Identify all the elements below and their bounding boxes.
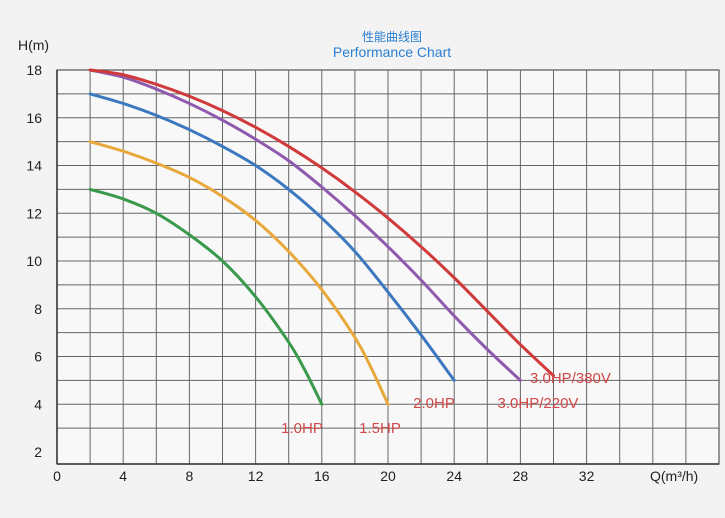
y-tick-label: 8: [34, 301, 42, 317]
y-tick-label: 14: [26, 158, 42, 174]
series-label-3-0hp-220v: 3.0HP/220V: [498, 395, 579, 412]
grid: [56, 69, 720, 465]
x-tick-label: 28: [513, 468, 529, 484]
y-tick-label: 12: [26, 205, 42, 221]
series-line-2-0hp: [88, 92, 456, 382]
x-tick-label: 12: [248, 468, 264, 484]
series-line-3-0hp-220v: [88, 68, 522, 382]
chart-title-cn: 性能曲线图: [362, 30, 422, 44]
y-tick-label: 4: [34, 396, 42, 412]
x-axis-label: Q(m³/h): [650, 468, 698, 484]
x-tick-label: 24: [446, 468, 462, 484]
series-line-1-0hp: [88, 187, 324, 406]
x-tick-label: 16: [314, 468, 330, 484]
series-label-1-0hp: 1.0HP: [281, 420, 323, 437]
y-tick-label: 16: [26, 110, 42, 126]
series-label-3-0hp-380v: 3.0HP/380V: [530, 370, 611, 387]
x-tick-label: 4: [119, 468, 127, 484]
series-label-1-5hp: 1.5HP: [359, 420, 401, 437]
series-line-3-0hp-380v: [88, 68, 555, 378]
x-tick-label: 0: [53, 468, 61, 484]
series-lines: [88, 68, 555, 406]
x-tick-label: 8: [186, 468, 194, 484]
series-labels: 1.0HP 1.5HP 2.0HP 3.0HP/220V 3.0HP/380V: [281, 370, 611, 437]
y-tick-label: 18: [26, 62, 42, 78]
x-tick-label: 32: [579, 468, 595, 484]
chart-title: Performance Chart: [333, 44, 451, 60]
series-label-2-0hp: 2.0HP: [413, 395, 455, 412]
series-line-1-5hp: [88, 140, 390, 406]
y-tick-label: 6: [34, 349, 42, 365]
y-axis-label: H(m): [18, 37, 49, 53]
y-tick-label: 10: [26, 253, 42, 269]
y-tick-label: 2: [34, 444, 42, 460]
x-tick-label: 20: [380, 468, 396, 484]
